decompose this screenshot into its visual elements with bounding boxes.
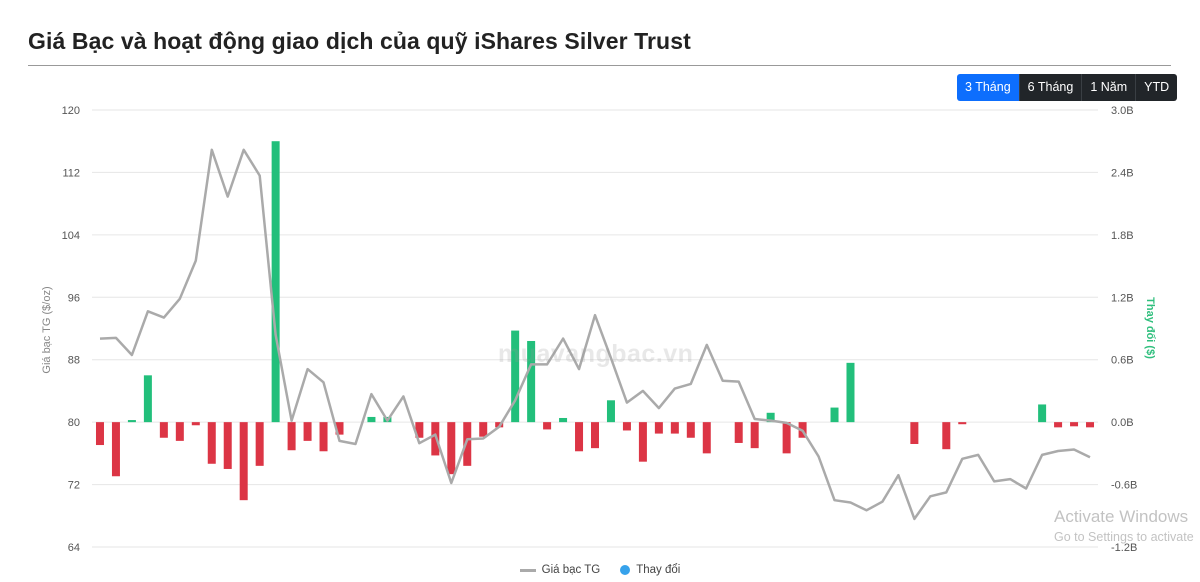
change-bar bbox=[271, 141, 280, 423]
change-bar bbox=[670, 422, 679, 434]
change-bar bbox=[543, 422, 552, 430]
price-line-layer bbox=[99, 148, 1091, 521]
range-button-1-year[interactable]: 1 Năm bbox=[1081, 74, 1136, 101]
change-bar bbox=[447, 422, 456, 475]
right-tick-label: 0.0B bbox=[1111, 417, 1134, 429]
change-bar bbox=[255, 422, 264, 466]
change-bar bbox=[223, 422, 232, 469]
left-tick-label: 88 bbox=[68, 355, 80, 367]
change-bar bbox=[511, 330, 520, 423]
change-bar bbox=[702, 422, 711, 454]
left-axis-ticks: 120 112 104 96 88 80 72 64 bbox=[62, 105, 80, 554]
change-bar bbox=[830, 407, 839, 423]
change-bar bbox=[287, 422, 296, 451]
change-bar bbox=[303, 422, 312, 441]
change-bar bbox=[111, 422, 120, 477]
chart-title: Giá Bạc và hoạt động giao dịch của quỹ i… bbox=[28, 28, 691, 54]
left-axis-title: Giá bạc TG ($/oz) bbox=[41, 286, 53, 373]
change-bar bbox=[622, 422, 631, 431]
right-axis-title: Thay đổi ($) bbox=[1144, 297, 1156, 359]
left-tick-label: 120 bbox=[62, 105, 80, 117]
change-bar bbox=[606, 400, 615, 423]
range-button-ytd[interactable]: YTD bbox=[1135, 74, 1178, 101]
legend: Giá bạc TG Thay đổi bbox=[0, 564, 1200, 576]
change-bars bbox=[95, 141, 1095, 501]
legend-dot-icon bbox=[620, 565, 631, 575]
right-axis-ticks: 3.0B 2.4B 1.8B 1.2B 0.6B 0.0B -0.6B -1.2B bbox=[1111, 105, 1137, 554]
right-tick-label: 3.0B bbox=[1111, 105, 1134, 117]
change-bar bbox=[431, 422, 440, 456]
change-bar bbox=[479, 422, 488, 437]
windows-activation-title: Activate Windows bbox=[1054, 507, 1189, 526]
right-tick-label: -0.6B bbox=[1111, 480, 1137, 492]
change-bar bbox=[766, 412, 775, 423]
change-bar bbox=[686, 422, 695, 438]
change-bar bbox=[415, 422, 424, 438]
change-bar bbox=[638, 422, 647, 462]
change-bar bbox=[591, 422, 599, 449]
left-tick-label: 64 bbox=[68, 542, 80, 554]
right-tick-label: -1.2B bbox=[1111, 542, 1137, 554]
change-bar bbox=[143, 375, 152, 423]
change-bar bbox=[95, 422, 104, 446]
change-bar bbox=[910, 422, 919, 444]
legend-line-icon bbox=[519, 568, 536, 572]
change-bar bbox=[734, 422, 743, 443]
legend-item-change[interactable]: Thay đổi bbox=[620, 564, 680, 576]
legend-label-price: Giá bạc TG bbox=[541, 564, 601, 576]
right-tick-label: 0.6B bbox=[1111, 355, 1134, 367]
change-bar bbox=[175, 422, 184, 441]
change-bar bbox=[191, 422, 200, 426]
change-bar bbox=[942, 422, 951, 450]
left-tick-label: 72 bbox=[68, 480, 80, 492]
change-bar bbox=[239, 422, 248, 501]
change-bar bbox=[1086, 422, 1095, 428]
range-button-6-months[interactable]: 6 Tháng bbox=[1018, 74, 1082, 101]
change-bar bbox=[335, 422, 344, 435]
change-bar bbox=[463, 422, 472, 466]
left-tick-label: 80 bbox=[68, 417, 80, 429]
right-tick-label: 1.8B bbox=[1111, 230, 1134, 242]
change-bar bbox=[750, 422, 759, 449]
windows-activation-hint: Go to Settings to activate bbox=[1054, 530, 1194, 544]
change-bar bbox=[846, 362, 855, 423]
watermark: muavangbac.vn bbox=[498, 340, 694, 368]
left-tick-label: 104 bbox=[62, 230, 80, 242]
change-bar bbox=[159, 422, 168, 438]
right-tick-label: 2.4B bbox=[1111, 167, 1134, 179]
change-bar bbox=[958, 422, 967, 425]
range-button-3-months[interactable]: 3 Tháng bbox=[957, 74, 1019, 101]
price-line bbox=[99, 148, 1091, 521]
change-bar bbox=[1054, 422, 1063, 428]
left-tick-label: 112 bbox=[62, 167, 80, 179]
change-bar bbox=[367, 416, 376, 423]
change-bar bbox=[527, 340, 536, 423]
legend-label-change: Thay đổi bbox=[636, 564, 681, 576]
title-divider bbox=[28, 65, 1171, 66]
change-bar bbox=[319, 422, 328, 452]
change-bar bbox=[207, 422, 216, 464]
time-range-selector: 3 Tháng 6 Tháng 1 Năm YTD bbox=[957, 74, 1178, 101]
legend-item-price[interactable]: Giá bạc TG bbox=[519, 564, 601, 576]
change-bar bbox=[1038, 404, 1047, 423]
gridlines bbox=[92, 109, 1098, 548]
left-tick-label: 96 bbox=[68, 292, 80, 304]
change-bar bbox=[127, 420, 136, 423]
change-bar bbox=[1070, 422, 1079, 427]
change-bar bbox=[654, 422, 663, 434]
change-bar bbox=[559, 417, 568, 423]
change-bar bbox=[782, 422, 791, 454]
right-tick-label: 1.2B bbox=[1111, 292, 1134, 304]
change-bar bbox=[575, 422, 584, 452]
